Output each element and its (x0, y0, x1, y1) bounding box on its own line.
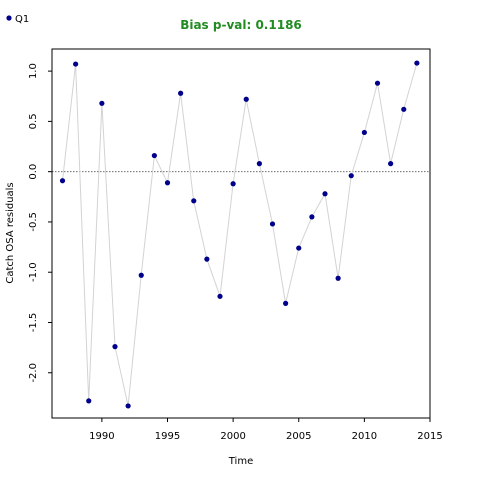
data-point (99, 100, 105, 106)
data-point (335, 275, 341, 281)
y-axis: -2.0 -1.5 -1.0 -0.5 0.0 0.5 1.0 (28, 63, 52, 383)
data-point (178, 90, 184, 96)
y-tick-label: -2.0 (28, 363, 39, 383)
data-point (112, 344, 118, 350)
data-point (296, 245, 302, 251)
data-point (269, 221, 276, 227)
data-point (164, 180, 171, 186)
data-point (401, 106, 407, 112)
data-point (217, 293, 223, 299)
data-point (151, 152, 157, 159)
data-point (243, 96, 249, 102)
plot-area (52, 60, 430, 409)
x-axis-label: Time (228, 456, 253, 467)
data-point (138, 272, 144, 278)
data-point (230, 181, 236, 187)
data-point (348, 173, 354, 179)
data-point (125, 403, 131, 409)
y-tick-label: -0.5 (28, 212, 39, 232)
y-tick-label: -1.0 (28, 262, 39, 282)
y-tick-label: 0.5 (28, 113, 39, 129)
x-tick-label: 2000 (220, 431, 245, 442)
data-point (414, 60, 420, 66)
data-point (204, 256, 210, 262)
data-point (256, 161, 262, 167)
x-axis: 1990 1995 2000 2005 2010 2015 (89, 418, 443, 442)
y-axis-label: Catch OSA residuals (5, 182, 16, 283)
data-point (191, 198, 197, 204)
chart-title: Bias p-val: 0.1186 (180, 18, 302, 32)
data-point (374, 80, 381, 86)
data-point (361, 129, 367, 136)
legend-marker-q1 (6, 15, 12, 21)
data-point (309, 214, 315, 220)
plot-frame (51, 48, 431, 419)
y-tick-label: 0.0 (28, 164, 39, 180)
y-tick-label: -1.5 (28, 313, 39, 333)
data-point (283, 300, 289, 306)
data-point (73, 61, 79, 67)
x-tick-label: 1990 (89, 431, 114, 442)
data-points (59, 60, 420, 409)
data-point (322, 191, 328, 197)
data-point (59, 178, 66, 184)
series-line-q1 (62, 62, 418, 407)
data-point (388, 161, 394, 167)
x-tick-label: 2005 (286, 431, 311, 442)
legend: Q1 (6, 14, 29, 25)
legend-label-q1: Q1 (15, 14, 29, 25)
x-tick-label: 2010 (352, 431, 377, 442)
y-tick-label: 1.0 (28, 63, 39, 79)
data-point (86, 398, 92, 404)
x-tick-label: 2015 (417, 431, 442, 442)
x-tick-label: 1995 (155, 431, 180, 442)
